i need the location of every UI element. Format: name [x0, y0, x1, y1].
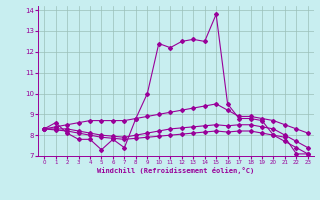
X-axis label: Windchill (Refroidissement éolien,°C): Windchill (Refroidissement éolien,°C) [97, 167, 255, 174]
